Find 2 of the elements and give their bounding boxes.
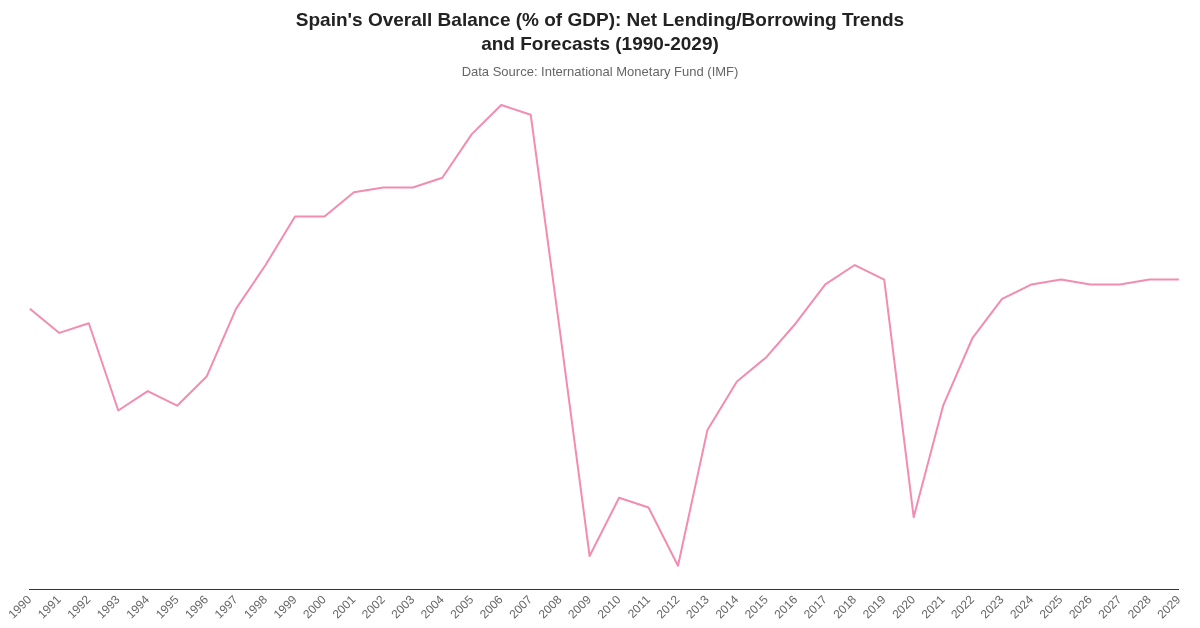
chart-subtitle: Data Source: International Monetary Fund (IMF) [460,64,740,79]
chart-title: Spain's Overall Balance (% of GDP): Net Lending/Borrowing Trends and Forecasts (1990-2029) [294,8,906,56]
